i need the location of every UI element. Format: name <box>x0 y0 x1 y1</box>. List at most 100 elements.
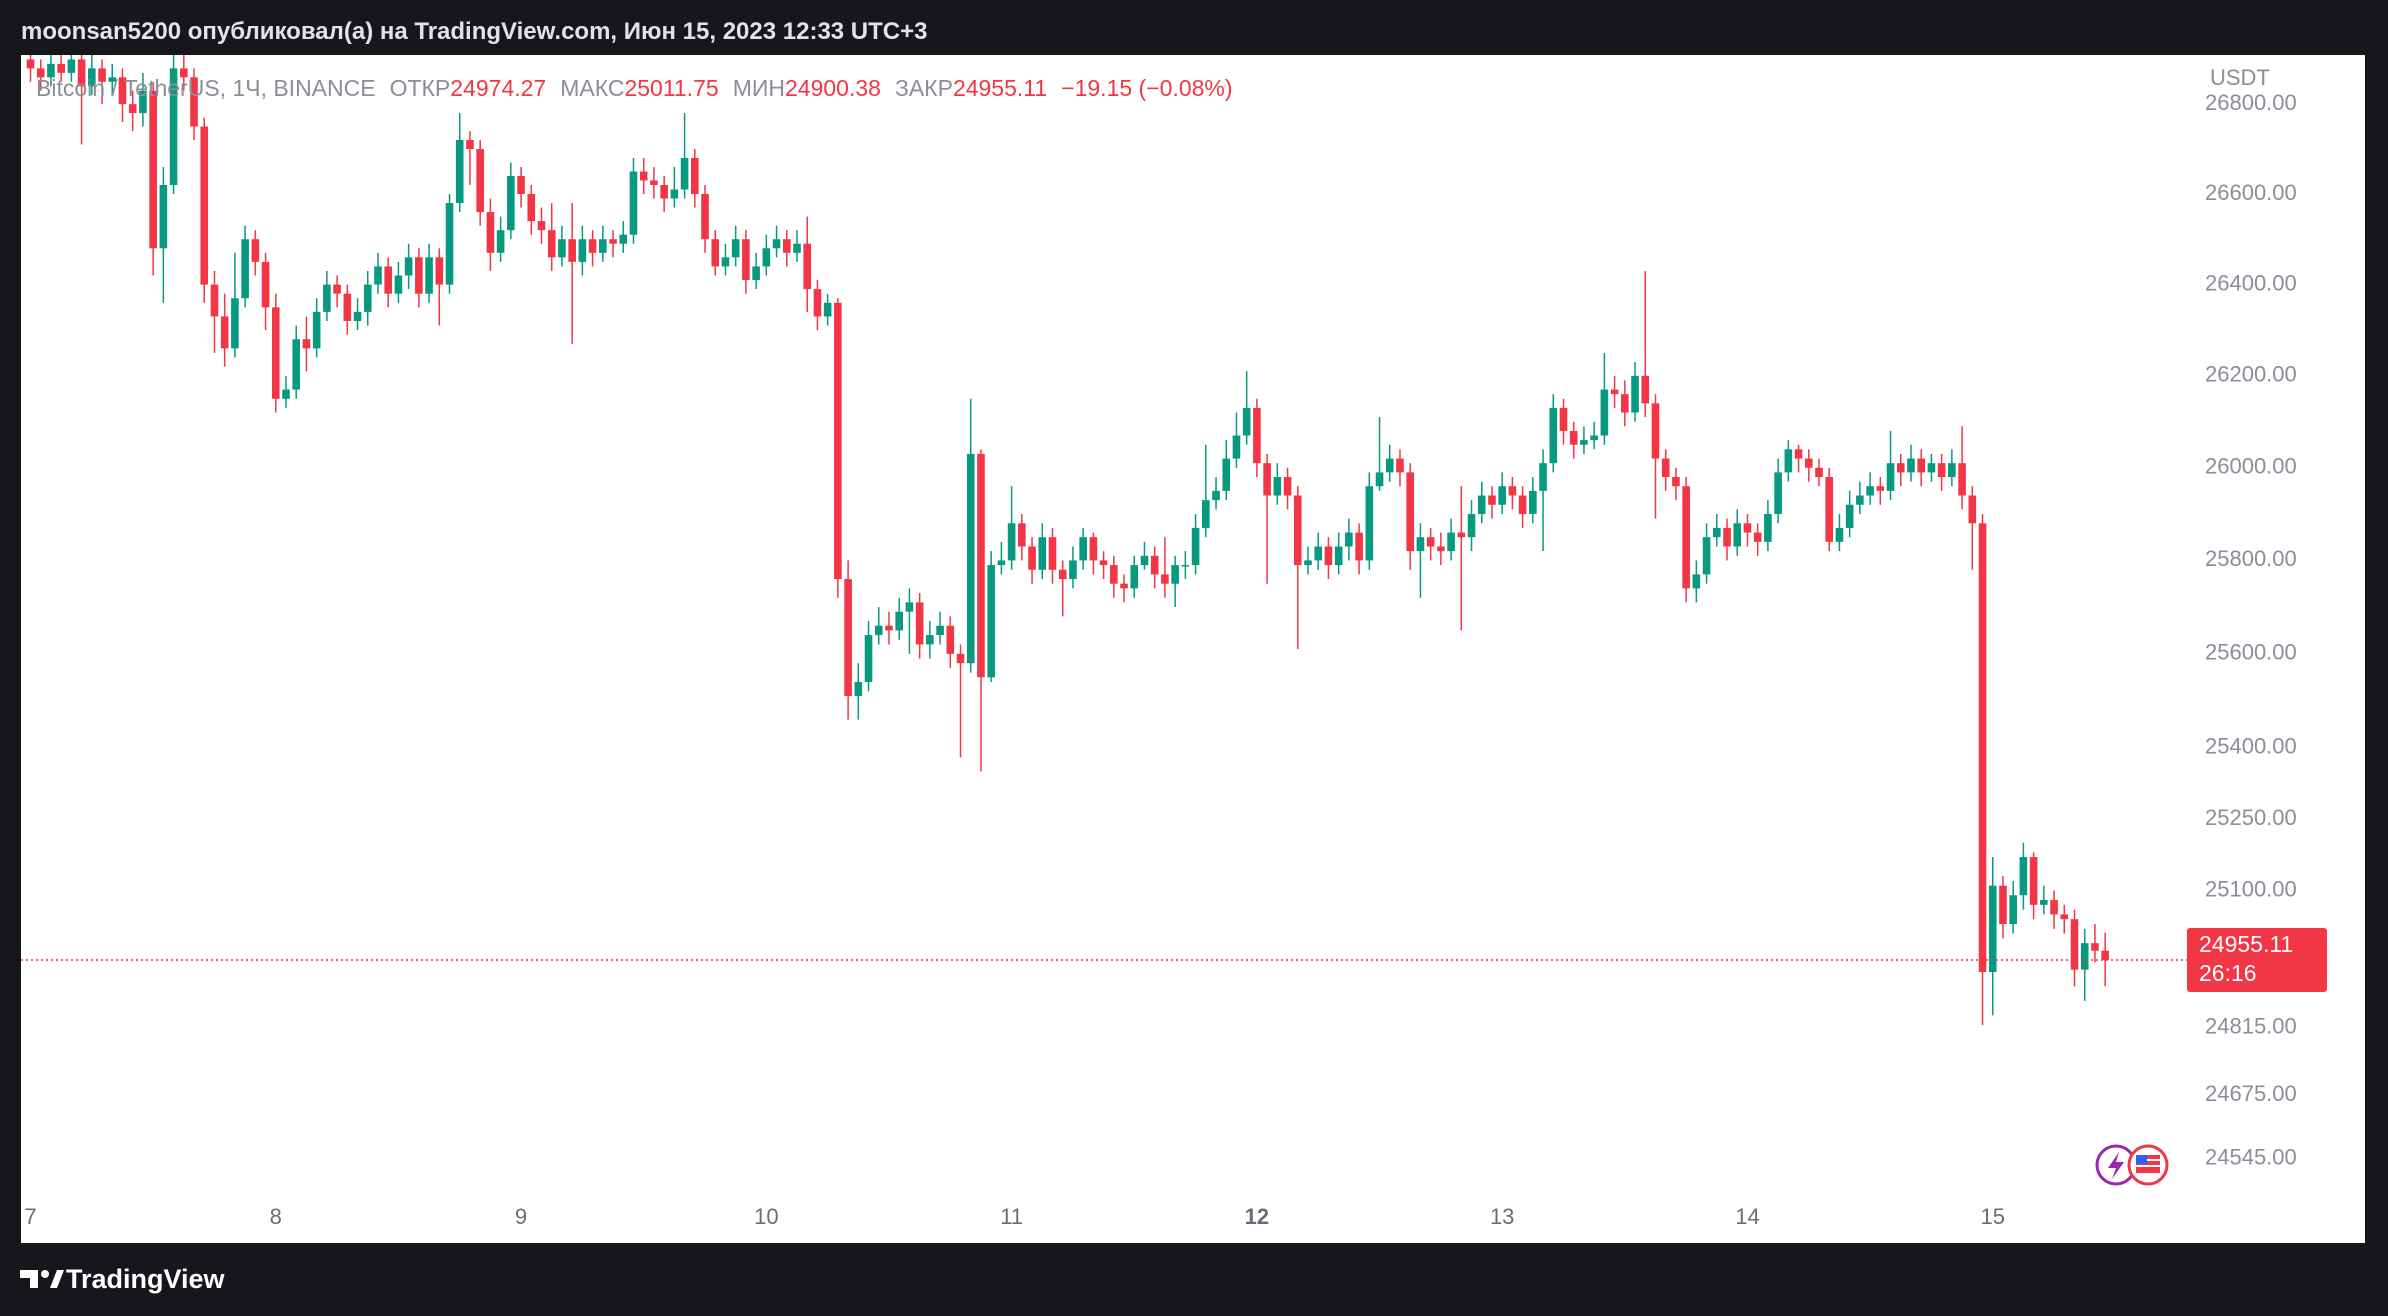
candle-body <box>823 302 832 317</box>
y-tick-label: 24675.00 <box>2205 1081 2297 1106</box>
candle-body <box>2040 900 2048 905</box>
candle-body <box>2060 914 2069 920</box>
candle-body <box>1907 458 1915 473</box>
candle-body <box>1927 463 1936 473</box>
candle-body <box>384 266 392 294</box>
candle-body <box>1202 500 1210 528</box>
bar-countdown: 26:16 <box>2199 960 2257 986</box>
candle-body <box>1621 394 1629 413</box>
candle-body <box>312 311 321 349</box>
candle-body <box>680 157 689 190</box>
logo-part <box>41 1270 49 1278</box>
indicator-icons <box>2095 1144 2169 1186</box>
candle-body <box>1672 477 1680 487</box>
candles <box>26 55 2109 1026</box>
candle-body <box>558 239 566 258</box>
candle-body <box>1723 527 1731 547</box>
candle-body <box>353 311 362 322</box>
candle-body <box>1437 546 1445 552</box>
last-price-label: 24955.11 <box>2199 931 2293 957</box>
candle-body <box>619 234 628 244</box>
candle-body <box>374 266 382 285</box>
candle-body <box>1140 555 1149 566</box>
candle-body <box>1365 486 1374 561</box>
candle-body <box>1385 458 1394 473</box>
candle-body <box>1682 486 1690 589</box>
ohlc-legend: Bitcoin / TetherUS, 1Ч, BINANCE ОТКР 249… <box>36 75 1233 102</box>
x-tick-label: 14 <box>1735 1204 1759 1229</box>
candle-body <box>752 266 760 281</box>
candle-body <box>1181 565 1190 567</box>
x-tick-label: 9 <box>515 1204 527 1229</box>
candle-body <box>26 59 35 69</box>
candle-body <box>1508 486 1517 496</box>
candle-body <box>813 289 822 317</box>
candle-body <box>1079 537 1087 561</box>
candle-body <box>1896 463 1905 473</box>
candle-body <box>691 157 699 195</box>
candle-body <box>1948 463 1956 478</box>
candle-body <box>241 239 249 299</box>
legend-low: 24900.38 <box>785 75 881 101</box>
x-tick-label: 13 <box>1490 1204 1514 1229</box>
candle-body <box>1999 885 2007 924</box>
candle-body <box>1549 407 1558 464</box>
candle-body <box>1069 560 1077 580</box>
candle-body <box>2009 895 2017 924</box>
legend-high: 25011.75 <box>624 75 719 101</box>
candle-body <box>1028 546 1036 570</box>
candle-body <box>98 68 106 82</box>
candle-body <box>977 453 985 678</box>
y-tick-label: 25600.00 <box>2205 640 2297 665</box>
candle-body <box>926 635 934 645</box>
candle-body <box>1825 477 1834 542</box>
candle-body <box>108 77 117 82</box>
candle-body <box>1171 565 1179 584</box>
candle-body <box>629 171 638 235</box>
candle-body <box>670 189 679 199</box>
candle-body <box>323 284 331 312</box>
candle-body <box>1406 472 1414 552</box>
candle-body <box>711 239 720 267</box>
candle-body <box>997 560 1006 566</box>
candle-body <box>936 625 944 636</box>
candle-body <box>956 653 965 664</box>
candle-body <box>1038 537 1047 570</box>
candle-body <box>1089 537 1098 561</box>
candle-body <box>1937 463 1946 478</box>
legend-title: Bitcoin / TetherUS, 1Ч, BINANCE <box>36 75 376 101</box>
candle-body <box>1794 449 1803 459</box>
candle-body <box>1692 574 1701 589</box>
candle-body <box>609 239 617 244</box>
candle-body <box>2080 943 2089 970</box>
candle-body <box>1488 495 1496 505</box>
candle-body <box>946 625 955 654</box>
y-tick-label: 25400.00 <box>2205 734 2297 759</box>
candle-body <box>36 68 45 78</box>
y-tick-label: 25100.00 <box>2205 876 2297 901</box>
candle-body <box>1600 389 1609 436</box>
candle-body <box>1866 486 1874 496</box>
candle-body <box>415 257 423 294</box>
legend-high-label: МАКС <box>560 75 625 101</box>
candle-body <box>445 203 454 285</box>
candle-body <box>1539 463 1547 491</box>
candle-body <box>169 68 178 186</box>
candle-body <box>2101 950 2109 960</box>
x-tick-label: 12 <box>1245 1204 1269 1229</box>
legend-open: 24974.27 <box>450 75 547 101</box>
candle-body <box>762 248 771 267</box>
candle-body <box>772 239 781 249</box>
y-tick-label: 26600.00 <box>2205 180 2297 205</box>
y-tick-label: 26400.00 <box>2205 270 2297 295</box>
candle-body <box>57 63 65 73</box>
candle-body <box>1120 583 1128 589</box>
candle-body <box>404 257 413 276</box>
icon-flag-canton <box>2136 1155 2147 1164</box>
candle-body <box>343 293 352 322</box>
candle-body <box>803 243 812 290</box>
candle-body <box>220 316 229 349</box>
candle-body <box>455 140 464 204</box>
candle-body <box>210 284 219 317</box>
candle-body <box>1191 527 1200 566</box>
